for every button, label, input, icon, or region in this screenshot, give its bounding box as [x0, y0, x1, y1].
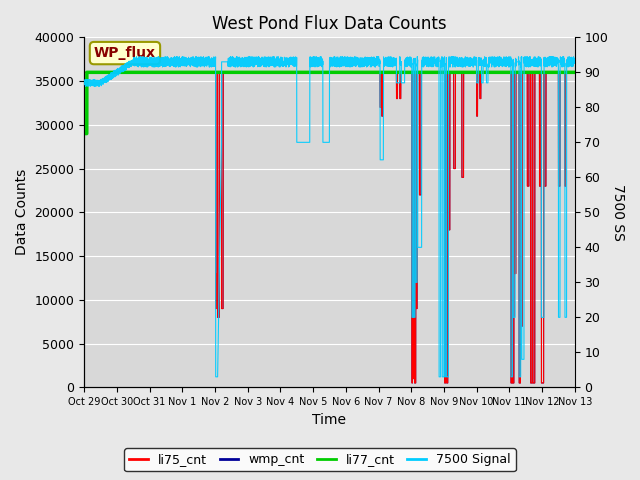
X-axis label: Time: Time: [312, 413, 346, 427]
Title: West Pond Flux Data Counts: West Pond Flux Data Counts: [212, 15, 447, 33]
Legend: li75_cnt, wmp_cnt, li77_cnt, 7500 Signal: li75_cnt, wmp_cnt, li77_cnt, 7500 Signal: [124, 448, 516, 471]
Y-axis label: 7500 SS: 7500 SS: [611, 184, 625, 241]
Text: WP_flux: WP_flux: [94, 46, 156, 60]
Y-axis label: Data Counts: Data Counts: [15, 169, 29, 255]
